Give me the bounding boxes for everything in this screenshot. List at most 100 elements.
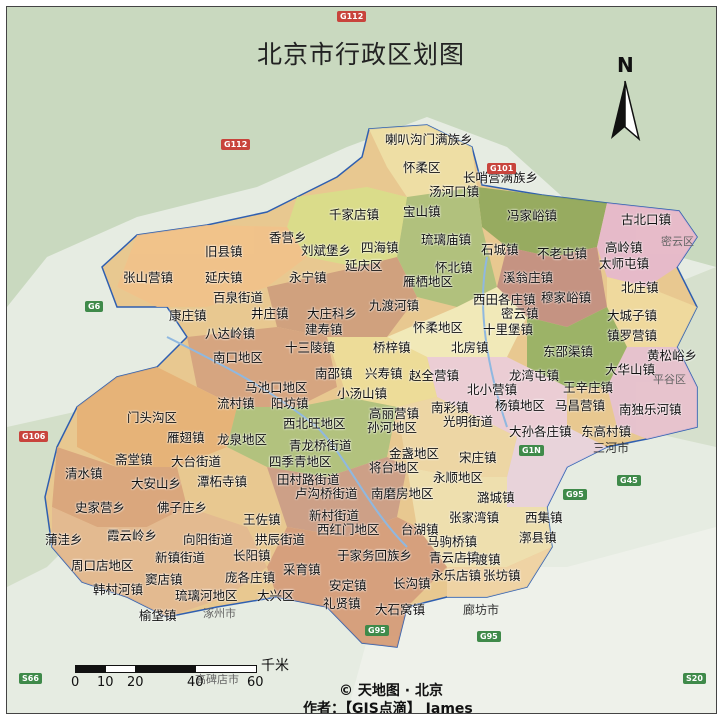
town-label: 马昌营镇 (555, 398, 606, 413)
map-title: 北京市行政区划图 (257, 40, 466, 69)
town-label: 黄松峪乡 (647, 348, 698, 363)
background-place-label: 密云区 (661, 235, 694, 248)
copyright-text: © 天地图 · 北京 (339, 683, 443, 699)
town-label: 镇罗营镇 (607, 328, 658, 343)
town-label: 建寿镇 (305, 322, 343, 337)
town-label: 潭柘寺镇 (197, 474, 248, 489)
town-label: 霞云岭乡 (107, 528, 158, 543)
scale-seg-4 (195, 665, 257, 673)
town-label: 庞各庄镇 (225, 570, 276, 585)
town-label: 杨镇地区 (495, 398, 546, 413)
town-label: 怀北镇 (435, 260, 473, 275)
scale-unit: 千米 (261, 658, 289, 674)
town-label: 井庄镇 (251, 306, 289, 321)
town-label: 王佐镇 (243, 512, 281, 527)
town-label: 西红门地区 (317, 522, 380, 537)
scale-tick-0: 0 (71, 675, 80, 690)
town-label: 拱辰街道 (255, 532, 306, 547)
road-shield-icon: G6 (85, 301, 104, 312)
town-label: 采育镇 (283, 562, 321, 577)
town-label: 怀柔区 (403, 160, 441, 175)
town-label: 大华山镇 (605, 362, 656, 377)
town-label: 光明街道 (443, 414, 494, 429)
town-label: 十渡镇 (463, 552, 501, 567)
town-label: 怀柔地区 (413, 320, 464, 335)
town-label: 流村镇 (217, 396, 255, 411)
town-label: 马驹桥镇 (427, 534, 478, 549)
town-label: 潞城镇 (477, 490, 515, 505)
town-label: 于家务回族乡 (337, 548, 413, 563)
town-label: 大孙各庄镇 (509, 424, 572, 439)
town-label: 琉璃庙镇 (421, 232, 472, 247)
town-label: 窦店镇 (145, 572, 183, 587)
town-label: 蒲洼乡 (45, 532, 83, 547)
north-arrow: N (605, 53, 645, 145)
town-label: 大庄科乡 (307, 306, 358, 321)
town-label: 旧县镇 (205, 244, 243, 259)
town-label: 康庄镇 (169, 308, 207, 323)
town-label: 千家店镇 (329, 207, 380, 222)
town-label: 宝山镇 (403, 204, 441, 219)
base-map (7, 7, 716, 713)
town-label: 大安山乡 (131, 476, 182, 491)
town-label: 十里堡镇 (483, 322, 534, 337)
town-label: 漷县镇 (519, 530, 557, 545)
town-label: 台湖镇 (401, 522, 439, 537)
town-label: 高岭镇 (605, 240, 643, 255)
town-label: 斋堂镇 (115, 452, 153, 467)
town-label: 孙河地区 (367, 420, 418, 435)
town-label: 太师屯镇 (599, 256, 650, 271)
town-label: 清水镇 (65, 466, 103, 481)
road-shield-icon: G45 (617, 475, 641, 486)
town-label: 南磨房地区 (371, 486, 434, 501)
town-label: 南口地区 (213, 350, 264, 365)
town-label: 东邵渠镇 (543, 344, 594, 359)
town-label: 安定镇 (329, 578, 367, 593)
town-label: 高丽营镇 (369, 406, 420, 421)
town-label: 赵全营镇 (409, 368, 460, 383)
background-place-label: 涿州市 (203, 607, 236, 620)
road-shield-icon: S20 (683, 673, 706, 684)
town-label: 北小营镇 (467, 382, 518, 397)
road-shield-icon: G1N (519, 445, 544, 456)
town-label: 长阳镇 (233, 548, 271, 563)
town-label: 永宁镇 (289, 270, 327, 285)
north-arrow-icon (611, 80, 641, 142)
town-label: 宋庄镇 (459, 450, 497, 465)
town-label: 大台街道 (171, 454, 222, 469)
town-label: 韩村河镇 (93, 582, 144, 597)
town-label: 龙湾屯镇 (509, 368, 560, 383)
town-label: 八达岭镇 (205, 326, 256, 341)
town-label: 永顺地区 (433, 470, 484, 485)
background-place-label: 廊坊市 (463, 603, 500, 617)
town-label: 张坊镇 (483, 568, 521, 583)
town-label: 喇叭沟门满族乡 (385, 132, 473, 147)
town-label: 长哨营满族乡 (463, 170, 539, 185)
town-label: 青云店镇 (429, 550, 480, 565)
town-label: 卢沟桥街道 (295, 486, 358, 501)
town-label: 四海镇 (361, 240, 399, 255)
town-label: 张家湾镇 (449, 510, 500, 525)
town-label: 桥梓镇 (373, 340, 411, 355)
town-label: 王辛庄镇 (563, 380, 614, 395)
town-label: 西田各庄镇 (473, 292, 536, 307)
road-shield-icon: G101 (487, 163, 517, 174)
town-label: 金盏地区 (389, 446, 440, 461)
scale-seg-3 (135, 665, 197, 673)
scale-tick-1: 10 (97, 675, 114, 690)
town-label: 香营乡 (269, 230, 307, 245)
town-label: 延庆区 (345, 258, 383, 273)
road-shield-icon: G95 (477, 631, 501, 642)
road-shield-icon: S66 (19, 673, 42, 684)
town-label: 汤河口镇 (429, 184, 480, 199)
town-label: 南邵镇 (315, 366, 353, 381)
district-fills (52, 125, 697, 647)
town-label: 百泉街道 (213, 290, 264, 305)
town-label: 四季青地区 (269, 454, 332, 469)
town-label: 佛子庄乡 (157, 500, 208, 515)
town-label: 青龙桥街道 (289, 438, 352, 453)
town-label: 十三陵镇 (285, 340, 336, 355)
town-label: 张山营镇 (123, 270, 174, 285)
town-label: 北庄镇 (621, 280, 659, 295)
author-text: 作者：【GIS点滴】 James (303, 701, 473, 714)
